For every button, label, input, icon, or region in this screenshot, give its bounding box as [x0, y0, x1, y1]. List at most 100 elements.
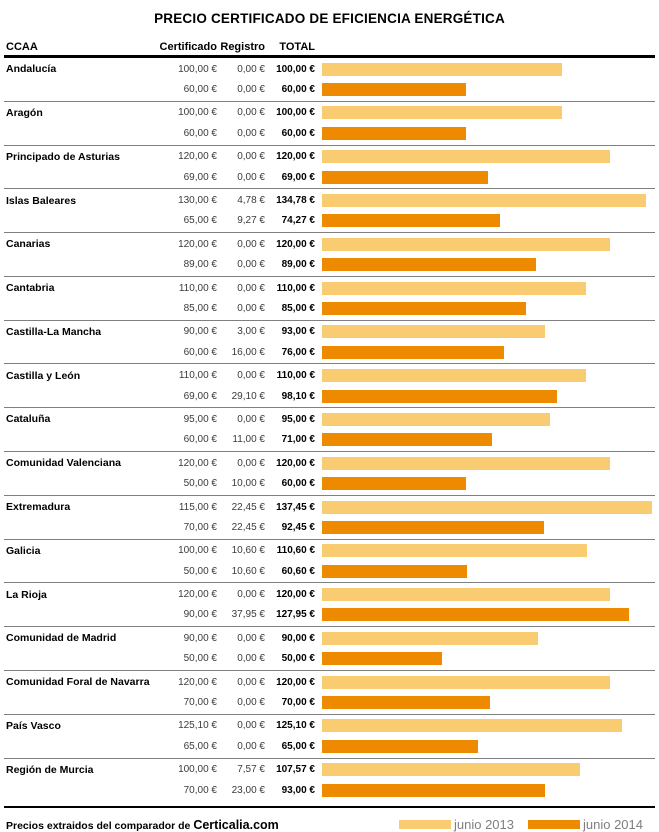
total-value: 95,00 €: [281, 413, 315, 425]
certificado-value: 69,00 €: [183, 390, 217, 402]
bar-junio-2013: [322, 325, 546, 339]
total-value: 60,60 €: [281, 565, 315, 577]
page-title: PRECIO CERTIFICADO DE EFICIENCIA ENERGÉT…: [154, 11, 505, 26]
certificado-value: 130,00 €: [178, 195, 217, 207]
region-name: Cataluña: [6, 413, 51, 426]
registro-value: 0,00 €: [237, 720, 265, 732]
total-value: 120,00 €: [276, 676, 315, 688]
bar-cell: [315, 696, 655, 710]
source-note: Precios extraidos del comparador de Cert…: [6, 818, 279, 832]
certificado-value: 100,00 €: [178, 545, 217, 557]
bar-junio-2013: [322, 544, 588, 558]
registro-value: 0,00 €: [237, 697, 265, 709]
registro-value: 4,78 €: [237, 195, 265, 207]
registro-value: 16,00 €: [231, 346, 265, 358]
table-row-group: Andalucía 100,00 € 0,00 € 100,00 € 60,00…: [4, 58, 655, 102]
table-row-group: Castilla y León 110,00 € 0,00 € 110,00 €…: [4, 364, 655, 409]
certificado-value: 120,00 €: [178, 676, 217, 688]
registro-value: 3,00 €: [237, 326, 265, 338]
region-name: Comunidad Foral de Navarra: [6, 676, 150, 689]
legend-item-junio-2014: junio 2014: [528, 817, 643, 832]
table-row-2013: Cataluña 95,00 € 0,00 € 95,00 €: [4, 409, 655, 429]
bar-cell: [315, 719, 655, 733]
bar-junio-2013: [322, 763, 581, 777]
column-header-ccaa: CCAA: [6, 40, 38, 53]
table-row-2013: Comunidad de Madrid 90,00 € 0,00 € 90,00…: [4, 628, 655, 648]
bar-cell: [315, 170, 655, 184]
column-header-certificado: Certificado: [159, 40, 217, 53]
certificado-value: 90,00 €: [183, 326, 217, 338]
region-name: Región de Murcia: [6, 763, 94, 776]
total-value: 76,00 €: [281, 346, 315, 358]
table-row-2014: 69,00 € 29,10 € 98,10 €: [4, 386, 655, 406]
table-row-2013: Canarias 120,00 € 0,00 € 120,00 €: [4, 234, 655, 254]
registro-value: 10,00 €: [231, 478, 265, 490]
bar-junio-2014: [322, 696, 490, 710]
region-name: Principado de Asturias: [6, 150, 120, 163]
table-row-2013: Extremadura 115,00 € 22,45 € 137,45 €: [4, 497, 655, 517]
total-value: 69,00 €: [281, 171, 315, 183]
bar-junio-2013: [322, 719, 623, 733]
total-value: 74,27 €: [281, 215, 315, 227]
certificado-value: 65,00 €: [183, 740, 217, 752]
registro-value: 9,27 €: [237, 215, 265, 227]
registro-value: 7,57 €: [237, 764, 265, 776]
table-row-group: Comunidad Valenciana 120,00 € 0,00 € 120…: [4, 452, 655, 496]
region-name: La Rioja: [6, 588, 47, 601]
total-value: 71,00 €: [281, 434, 315, 446]
registro-value: 0,00 €: [237, 413, 265, 425]
total-value: 92,45 €: [281, 521, 315, 533]
table-row-group: Cataluña 95,00 € 0,00 € 95,00 € 60,00 € …: [4, 408, 655, 453]
table-row-2014: 65,00 € 9,27 € 74,27 €: [4, 211, 655, 231]
bar-cell: [315, 456, 655, 470]
bar-junio-2013: [322, 369, 586, 383]
bar-cell: [315, 150, 655, 164]
legend-label: junio 2013: [454, 817, 514, 832]
table-row-2013: Comunidad Valenciana 120,00 € 0,00 € 120…: [4, 453, 655, 473]
bar-cell: [315, 194, 655, 208]
table-row-2014: 65,00 € 0,00 € 65,00 €: [4, 736, 655, 756]
registro-value: 11,00 €: [232, 434, 265, 446]
total-value: 100,00 €: [276, 63, 315, 75]
region-name: Andalucía: [6, 63, 57, 76]
table-row-group: Región de Murcia 100,00 € 7,57 € 107,57 …: [4, 759, 655, 807]
source-text: Precios extraidos del comparador de: [6, 819, 194, 832]
table-row-group: Comunidad Foral de Navarra 120,00 € 0,00…: [4, 671, 655, 715]
bar-cell: [315, 83, 655, 97]
total-value: 89,00 €: [281, 259, 315, 271]
registro-value: 22,45 €: [231, 501, 265, 513]
region-name: Comunidad Valenciana: [6, 457, 121, 470]
registro-value: 0,00 €: [237, 302, 265, 314]
table-row-2014: 50,00 € 10,00 € 60,00 €: [4, 473, 655, 493]
table-row-2013: Islas Baleares 130,00 € 4,78 € 134,78 €: [4, 190, 655, 210]
bar-cell: [315, 389, 655, 403]
total-value: 65,00 €: [281, 740, 315, 752]
table-row-2013: Aragón 100,00 € 0,00 € 100,00 €: [4, 103, 655, 123]
total-value: 137,45 €: [276, 501, 315, 513]
column-header-registro: Registro: [220, 40, 265, 53]
certificado-value: 60,00 €: [183, 127, 217, 139]
bar-junio-2013: [322, 500, 652, 514]
table-row-2013: Galicia 100,00 € 10,60 € 110,60 €: [4, 541, 655, 561]
bar-junio-2013: [322, 281, 586, 295]
bar-cell: [315, 258, 655, 272]
table-row-2013: Castilla y León 110,00 € 0,00 € 110,00 €: [4, 365, 655, 385]
bar-cell: [315, 763, 655, 777]
certificado-value: 90,00 €: [183, 632, 217, 644]
table-row-2014: 60,00 € 16,00 € 76,00 €: [4, 342, 655, 362]
table-row-2014: 69,00 € 0,00 € 69,00 €: [4, 167, 655, 187]
certificado-value: 120,00 €: [178, 238, 217, 250]
bar-junio-2014: [322, 608, 630, 622]
region-name: Extremadura: [6, 501, 71, 513]
table-row-group: La Rioja 120,00 € 0,00 € 120,00 € 90,00 …: [4, 583, 655, 628]
registro-value: 0,00 €: [237, 107, 265, 119]
total-value: 120,00 €: [276, 238, 315, 250]
registro-value: 10,60 €: [231, 545, 265, 557]
table-body: Andalucía 100,00 € 0,00 € 100,00 € 60,00…: [4, 58, 655, 809]
certificado-value: 89,00 €: [183, 259, 217, 271]
bar-cell: [315, 126, 655, 140]
total-value: 110,00 €: [276, 282, 315, 294]
region-name: Aragón: [6, 106, 43, 119]
table-row-group: Canarias 120,00 € 0,00 € 120,00 € 89,00 …: [4, 233, 655, 277]
total-value: 110,60 €: [276, 545, 315, 557]
